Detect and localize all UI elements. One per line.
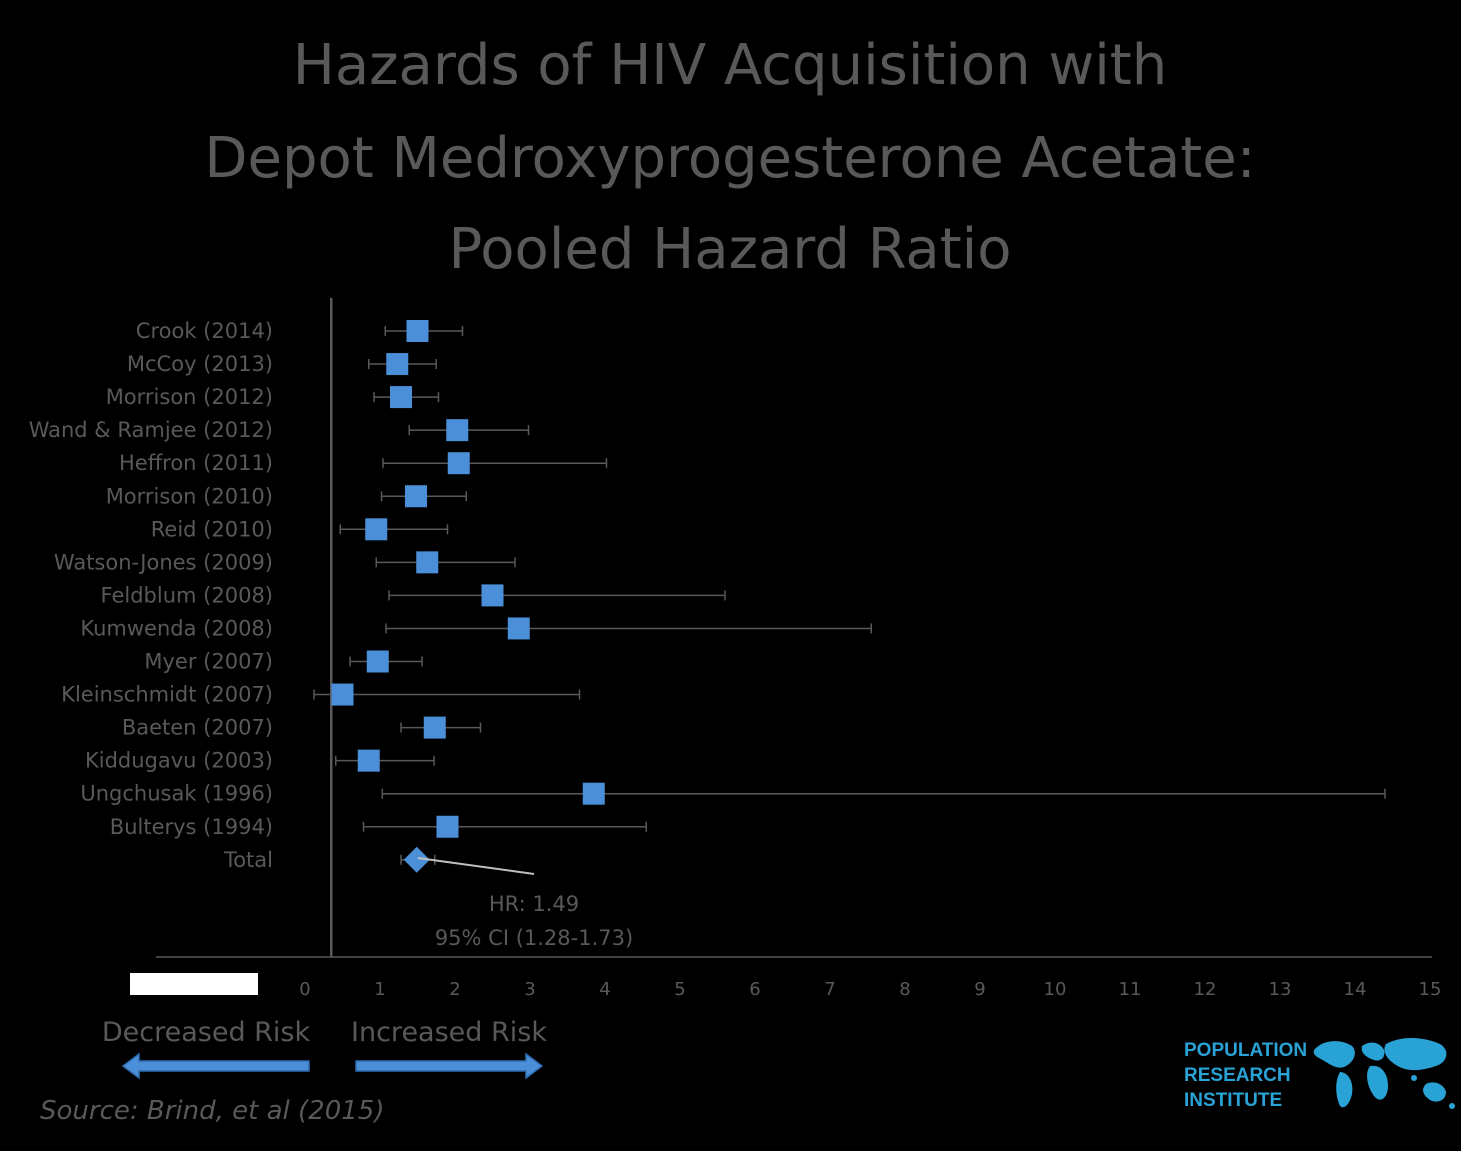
hr-marker	[405, 485, 427, 508]
hr-marker	[366, 650, 389, 673]
world-map-icon	[1313, 1038, 1455, 1109]
x-tick-label: 2	[449, 979, 460, 1000]
study-row: Kleinschmidt (2007)	[61, 683, 581, 707]
hr-marker	[582, 782, 605, 805]
risk-legend: Decreased Risk Increased Risk	[102, 1017, 547, 1080]
logo-line-1: POPULATION	[1184, 1040, 1307, 1061]
study-label: Bulterys (1994)	[110, 815, 273, 839]
x-tick-label: 0	[299, 979, 310, 1000]
total-row: Total	[223, 846, 436, 873]
hr-marker	[446, 419, 469, 442]
annotation-leader-line	[417, 857, 535, 875]
hr-marker	[331, 683, 354, 706]
x-tick-label: 3	[524, 979, 535, 1000]
study-label: Ungchusak (1996)	[80, 782, 273, 806]
x-tick-label: 12	[1194, 979, 1217, 1000]
hr-marker	[423, 716, 446, 739]
study-label: Wand & Ramjee (2012)	[29, 418, 273, 442]
study-label: Morrison (2012)	[106, 385, 273, 409]
study-row: Bulterys (1994)	[110, 815, 647, 839]
study-label: Watson-Jones (2009)	[54, 550, 273, 574]
study-row: Myer (2007)	[144, 650, 423, 674]
study-row: Baeten (2007)	[122, 716, 482, 740]
study-label: Myer (2007)	[144, 650, 273, 674]
x-tick-label: 5	[674, 979, 685, 1000]
total-diamond-marker	[403, 846, 430, 873]
logo-line-2: RESEARCH	[1184, 1065, 1291, 1086]
study-row: Reid (2010)	[151, 517, 449, 541]
study-label: Kleinschmidt (2007)	[61, 683, 273, 707]
x-tick-label: 6	[749, 979, 760, 1000]
annotation: HR: 1.49 95% CI (1.28-1.73)	[417, 857, 633, 950]
study-label: Baeten (2007)	[122, 716, 273, 740]
annotation-hr: HR: 1.49	[489, 892, 579, 916]
x-axis-ticks: 0 1 2 3 4 5 6 7 8 9 10 11 12 13 14 15	[299, 979, 1441, 1000]
study-row: Kiddugavu (2003)	[85, 749, 435, 773]
study-row: Wand & Ramjee (2012)	[29, 418, 530, 442]
study-row: Morrison (2012)	[106, 385, 440, 409]
hr-marker	[507, 617, 530, 640]
hr-marker	[386, 353, 409, 376]
source-citation: Source: Brind, et al (2015)	[40, 1096, 385, 1126]
chart-title: Hazards of HIV Acquisition with Depot Me…	[204, 33, 1255, 282]
x-tick-label: 11	[1119, 979, 1142, 1000]
x-tick-label: 1	[374, 979, 385, 1000]
study-row: Kumwenda (2008)	[80, 616, 872, 640]
study-label: Reid (2010)	[151, 517, 273, 541]
total-label: Total	[223, 848, 273, 872]
study-row: Heffron (2011)	[119, 451, 608, 475]
pri-logo: POPULATION RESEARCH INSTITUTE	[1184, 1038, 1455, 1111]
study-label: Feldblum (2008)	[101, 583, 273, 607]
study-row: Crook (2014)	[136, 319, 464, 343]
x-tick-label: 7	[824, 979, 835, 1000]
title-line-1: Hazards of HIV Acquisition with	[293, 33, 1168, 98]
hr-marker	[390, 386, 412, 409]
x-tick-label: 9	[974, 979, 985, 1000]
study-label: Crook (2014)	[136, 319, 273, 343]
study-row: Ungchusak (1996)	[80, 782, 1386, 806]
hr-marker	[365, 518, 388, 541]
x-tick-label: 4	[599, 979, 610, 1000]
hr-marker	[447, 452, 470, 475]
study-label: Morrison (2010)	[106, 484, 273, 508]
hr-marker	[406, 320, 429, 342]
logo-line-3: INSTITUTE	[1184, 1090, 1282, 1111]
annotation-ci: 95% CI (1.28-1.73)	[435, 926, 633, 950]
hr-marker	[481, 584, 504, 607]
study-label: McCoy (2013)	[127, 352, 273, 376]
decreased-risk-arrow	[121, 1052, 310, 1080]
hr-marker	[436, 815, 459, 838]
study-label: Kiddugavu (2003)	[85, 749, 273, 773]
title-line-2: Depot Medroxyprogesterone Acetate:	[204, 126, 1255, 191]
x-tick-label: 8	[899, 979, 910, 1000]
study-row: Watson-Jones (2009)	[54, 550, 516, 574]
title-line-3: Pooled Hazard Ratio	[449, 217, 1012, 282]
x-tick-label: 15	[1419, 979, 1442, 1000]
decreased-risk-label: Decreased Risk	[102, 1017, 311, 1048]
study-row: McCoy (2013)	[127, 352, 437, 376]
study-label: Heffron (2011)	[119, 451, 273, 475]
hr-marker	[416, 551, 439, 574]
increased-risk-label: Increased Risk	[351, 1017, 547, 1048]
plot-area: Crook (2014) McCoy (2013) Morrison (2012) W…	[29, 298, 1386, 957]
x-tick-label: 10	[1044, 979, 1067, 1000]
study-row: Morrison (2010)	[106, 484, 467, 508]
study-row: Feldblum (2008)	[101, 583, 726, 607]
x-tick-label: 14	[1344, 979, 1367, 1000]
study-label: Kumwenda (2008)	[80, 616, 273, 640]
x-tick-label: 13	[1269, 979, 1292, 1000]
hr-marker	[357, 749, 380, 772]
axis-label-mask	[130, 973, 258, 995]
increased-risk-arrow	[355, 1052, 544, 1080]
